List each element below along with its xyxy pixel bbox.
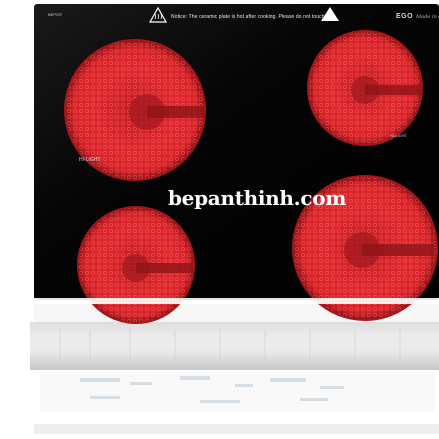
- brand-logo-text: EGO: [396, 13, 414, 20]
- burner-bottom-left: [77, 206, 195, 324]
- burner-bottom-right: [292, 175, 438, 321]
- watermark: bepanthinh.com: [168, 186, 347, 210]
- brand-script-text: Made in Germany: [416, 14, 439, 20]
- model-label: BEP/ST: [48, 12, 63, 17]
- triangle-icon: [321, 7, 339, 21]
- hot-surface-notice: Notice: The ceramic plate is hot after c…: [171, 14, 327, 20]
- burner-top-right: [307, 30, 423, 146]
- zone-label-hi-light: HI-LIGHT: [390, 133, 408, 138]
- photo-artifact: [34, 298, 439, 304]
- zone-label-hi-light: HI-LIGHT: [79, 157, 101, 163]
- burner-top-left: [64, 39, 206, 181]
- hot-surface-warning-icon: [148, 6, 168, 23]
